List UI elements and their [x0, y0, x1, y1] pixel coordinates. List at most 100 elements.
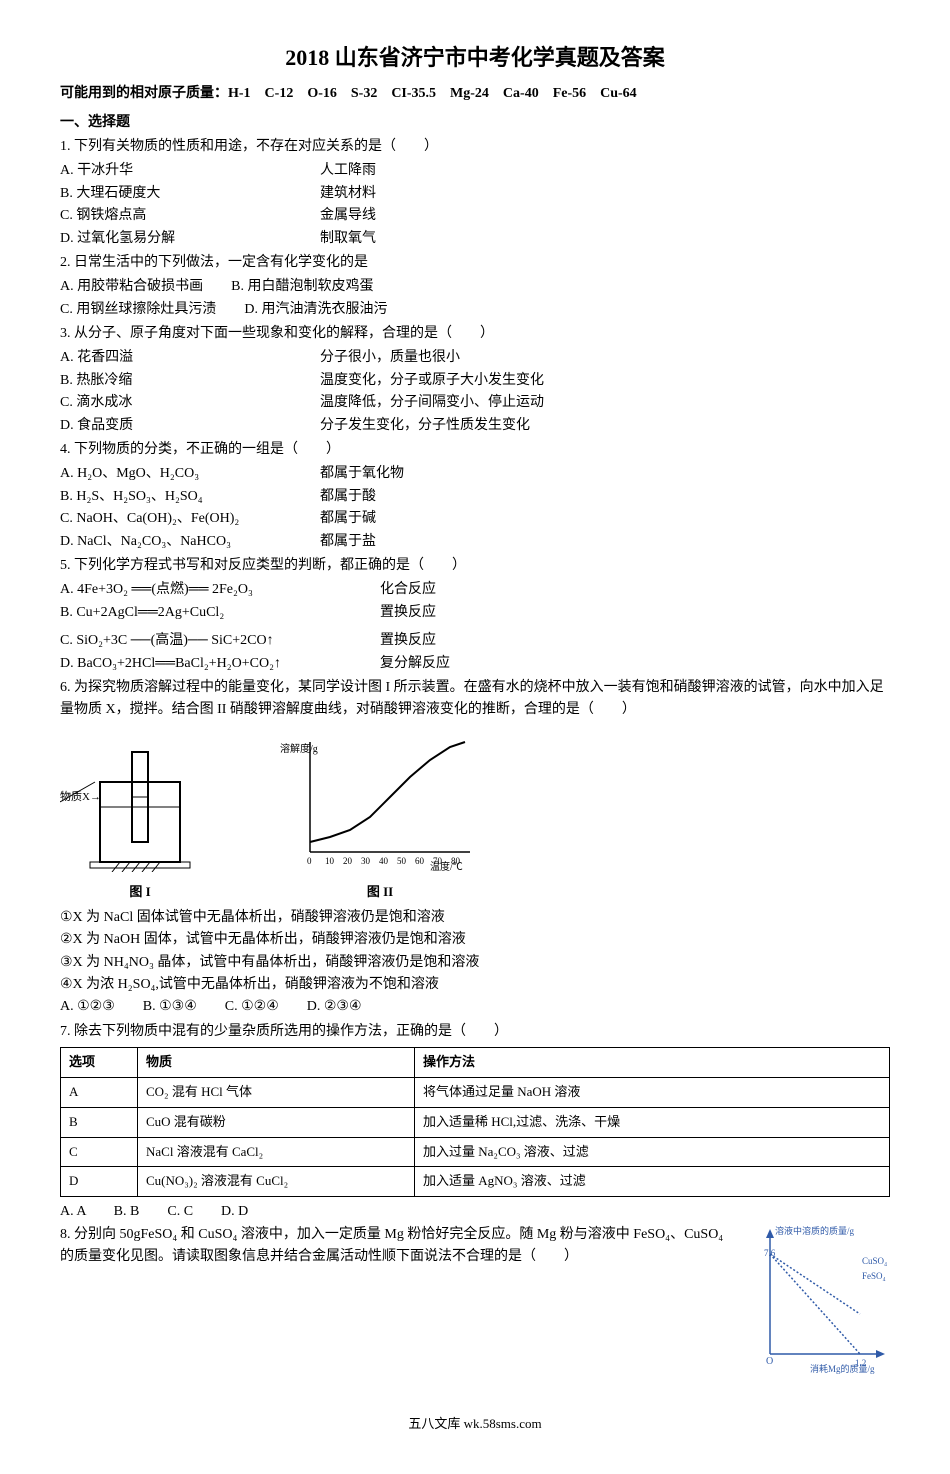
figure-2-label: 图 II — [280, 882, 480, 903]
q1-opt-b: B. 大理石硬度大建筑材料 — [60, 183, 890, 205]
cell: NaCl 溶液混有 CaCl₂ — [138, 1137, 415, 1167]
q1-b-right: 建筑材料 — [320, 183, 376, 205]
q8-stem: 8. 分别向 50gFeSO₄ 和 CuSO₄ 溶液中，加入一定质量 Mg 粉恰… — [60, 1224, 740, 1269]
cell: B — [61, 1107, 138, 1137]
q3-opt-b: B. 热胀冷缩温度变化，分子或原子大小发生变化 — [60, 370, 890, 392]
figure-2-box: 溶解度/g 0 10 20 30 40 50 60 70 80 温度/℃ 图 I… — [280, 732, 480, 903]
q8-line2-label: FeSO₄ — [862, 1271, 886, 1281]
q1-d-right: 制取氧气 — [320, 228, 376, 250]
q1-b-left: B. 大理石硬度大 — [60, 183, 320, 205]
cell: 将气体通过足量 NaOH 溶液 — [415, 1078, 890, 1108]
q5-a: A. 4Fe+3O₂ ══(点燃)══ 2Fe₂O₃化合反应 — [60, 579, 890, 601]
q1-opt-c: C. 钢铁熔点高金属导线 — [60, 205, 890, 227]
cell: C — [61, 1137, 138, 1167]
page-footer: 五八文库 wk.58sms.com — [60, 1414, 890, 1435]
table-row: BCuO 混有碳粉加入适量稀 HCl,过滤、洗涤、干燥 — [61, 1107, 890, 1137]
cell: 加入适量稀 HCl,过滤、洗涤、干燥 — [415, 1107, 890, 1137]
q8-block: 8. 分别向 50gFeSO₄ 和 CuSO₄ 溶液中，加入一定质量 Mg 粉恰… — [60, 1224, 890, 1374]
svg-text:60: 60 — [415, 856, 425, 866]
q3-b-l: B. 热胀冷缩 — [60, 370, 320, 392]
q3-b-r: 温度变化，分子或原子大小发生变化 — [320, 370, 544, 392]
q8-ylabel: 溶液中溶质的质量/g — [775, 1225, 855, 1236]
q5-c-r: 置换反应 — [380, 630, 436, 652]
q3-c-l: C. 滴水成冰 — [60, 392, 320, 414]
figure-1-svg: 物质X→ — [60, 742, 220, 872]
q5-d-r: 复分解反应 — [380, 653, 450, 675]
q7-table: 选项 物质 操作方法 ACO₂ 混有 HCl 气体将气体通过足量 NaOH 溶液… — [60, 1047, 890, 1197]
q4-a-l: A. H₂O、MgO、H₂CO₃ — [60, 463, 320, 485]
q1-a-right: 人工降雨 — [320, 160, 376, 182]
th-subst: 物质 — [138, 1048, 415, 1078]
fig2-ylabel: 溶解度/g — [280, 742, 318, 755]
q4-b-r: 都属于酸 — [320, 486, 376, 508]
q1-c-left: C. 钢铁熔点高 — [60, 205, 320, 227]
q4-d-r: 都属于盐 — [320, 531, 376, 553]
q6-opts: A. ①②③ B. ①③④ C. ①②④ D. ②③④ — [60, 996, 890, 1018]
q6-s3: ③X 为 NH₄NO₃ 晶体，试管中有晶体析出，硝酸钾溶液仍是饱和溶液 — [60, 952, 890, 974]
q4-a-r: 都属于氧化物 — [320, 463, 404, 485]
figure-2-svg: 溶解度/g 0 10 20 30 40 50 60 70 80 温度/℃ — [280, 732, 480, 872]
q3-c-r: 温度降低，分子间隔变小、停止运动 — [320, 392, 544, 414]
q6-s2: ②X 为 NaOH 固体，试管中无晶体析出，硝酸钾溶液仍是饱和溶液 — [60, 929, 890, 951]
cell: CuO 混有碳粉 — [138, 1107, 415, 1137]
table-row: DCu(NO₃)₂ 溶液混有 CuCl₂加入适量 AgNO₃ 溶液、过滤 — [61, 1167, 890, 1197]
q3-a-l: A. 花香四溢 — [60, 347, 320, 369]
cell: 加入适量 AgNO₃ 溶液、过滤 — [415, 1167, 890, 1197]
svg-text:30: 30 — [361, 856, 371, 866]
q1-d-left: D. 过氧化氢易分解 — [60, 228, 320, 250]
q6-s1: ①X 为 NaCl 固体试管中无晶体析出，硝酸钾溶液仍是饱和溶液 — [60, 907, 890, 929]
svg-text:10: 10 — [325, 856, 335, 866]
q4-c-l: C. NaOH、Ca(OH)₂、Fe(OH)₂ — [60, 508, 320, 530]
q5-d-l: D. BaCO₃+2HCl══BaCl₂+H₂O+CO₂↑ — [60, 653, 380, 675]
q5-a-r: 化合反应 — [380, 579, 436, 601]
q1-a-left: A. 干冰升华 — [60, 160, 320, 182]
q4-d-l: D. NaCl、Na₂CO₃、NaHCO₃ — [60, 531, 320, 553]
q1-c-right: 金属导线 — [320, 205, 376, 227]
table-row: CNaCl 溶液混有 CaCl₂加入过量 Na₂CO₃ 溶液、过滤 — [61, 1137, 890, 1167]
svg-text:50: 50 — [397, 856, 407, 866]
q4-stem: 4. 下列物质的分类，不正确的一组是（ ） — [60, 439, 890, 461]
svg-text:O: O — [766, 1356, 773, 1367]
section-1-head: 一、选择题 — [60, 112, 890, 134]
q1-opt-d: D. 过氧化氢易分解制取氧气 — [60, 228, 890, 250]
svg-text:7.6: 7.6 — [764, 1248, 776, 1258]
figure-1-label: 图 I — [60, 882, 220, 903]
q2-c: C. 用钢丝球擦除灶具污渍 — [60, 302, 216, 317]
q3-a-r: 分子很小，质量也很小 — [320, 347, 460, 369]
q4-c-r: 都属于碱 — [320, 508, 376, 530]
q1-opt-a: A. 干冰升华人工降雨 — [60, 160, 890, 182]
q5-b-r: 置换反应 — [380, 602, 436, 624]
q5-c: C. SiO₂+3C ──(高温)── SiC+2CO↑置换反应 — [60, 630, 890, 652]
q4-d: D. NaCl、Na₂CO₃、NaHCO₃都属于盐 — [60, 531, 890, 553]
q2-a: A. 用胶带粘合破损书画 — [60, 279, 203, 294]
q5-b: B. Cu+2AgCl══2Ag+CuCl₂置换反应 — [60, 602, 890, 624]
q4-b: B. H₂S、H₂SO₃、H₂SO₄都属于酸 — [60, 486, 890, 508]
q4-a: A. H₂O、MgO、H₂CO₃都属于氧化物 — [60, 463, 890, 485]
q1-stem: 1. 下列有关物质的性质和用途，不存在对应关系的是（ ） — [60, 136, 890, 158]
q7-ans-line: A. A B. B C. C D. D — [60, 1201, 890, 1223]
th-opt: 选项 — [61, 1048, 138, 1078]
q3-stem: 3. 从分子、原子角度对下面一些现象和变化的解释，合理的是（ ） — [60, 323, 890, 345]
q2-stem: 2. 日常生活中的下列做法，一定含有化学变化的是 — [60, 252, 890, 274]
q2-row1: A. 用胶带粘合破损书画 B. 用白醋泡制软皮鸡蛋 — [60, 276, 890, 298]
q8-line1-label: CuSO₄ — [862, 1256, 887, 1266]
cell: CO₂ 混有 HCl 气体 — [138, 1078, 415, 1108]
q3-d-l: D. 食品变质 — [60, 415, 320, 437]
fig2-xlabel: 温度/℃ — [430, 860, 463, 872]
q8-graph: 7.6 1.2 CuSO₄ FeSO₄ 溶液中溶质的质量/g 消耗Mg的质量/g… — [750, 1224, 890, 1374]
q5-c-l: C. SiO₂+3C ──(高温)── SiC+2CO↑ — [60, 630, 380, 652]
svg-text:40: 40 — [379, 856, 389, 866]
table-header-row: 选项 物质 操作方法 — [61, 1048, 890, 1078]
q6-stem: 6. 为探究物质溶解过程中的能量变化，某同学设计图 I 所示装置。在盛有水的烧杯… — [60, 677, 890, 722]
th-method: 操作方法 — [415, 1048, 890, 1078]
q2-d: D. 用汽油清洗衣服油污 — [244, 302, 387, 317]
q6-s4: ④X 为浓 H₂SO₄,试管中无晶体析出，硝酸钾溶液为不饱和溶液 — [60, 974, 890, 996]
q4-c: C. NaOH、Ca(OH)₂、Fe(OH)₂都属于碱 — [60, 508, 890, 530]
q6-figures: 物质X→ 图 I 溶解度/g 0 10 20 30 40 50 60 70 80… — [60, 732, 890, 903]
q3-d-r: 分子发生变化，分子性质发生变化 — [320, 415, 530, 437]
q5-b-l: B. Cu+2AgCl══2Ag+CuCl₂ — [60, 602, 380, 624]
q5-stem: 5. 下列化学方程式书写和对反应类型的判断，都正确的是（ ） — [60, 555, 890, 577]
q3-opt-c: C. 滴水成冰温度降低，分子间隔变小、停止运动 — [60, 392, 890, 414]
cell: 加入过量 Na₂CO₃ 溶液、过滤 — [415, 1137, 890, 1167]
q5-a-l: A. 4Fe+3O₂ ══(点燃)══ 2Fe₂O₃ — [60, 579, 380, 601]
